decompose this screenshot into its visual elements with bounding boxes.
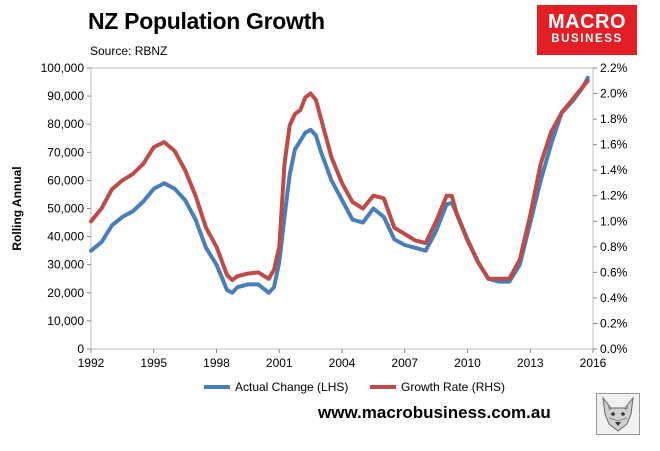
x-tick-label: 1995 [140, 356, 167, 370]
y-right-tick-label: 0.0% [600, 342, 628, 356]
y-left-tick-label: 70,000 [47, 145, 84, 159]
y-axis-title: Rolling Annual [10, 166, 24, 250]
x-tick-label: 2004 [329, 356, 356, 370]
y-left-tick-label: 90,000 [47, 89, 84, 103]
y-right-tick-label: 1.4% [600, 163, 628, 177]
chart-source: Source: RBNZ [90, 44, 168, 58]
series-line-growth-rate [89, 78, 590, 282]
y-right-tick-label: 0.4% [600, 291, 628, 305]
y-right-tick-label: 1.8% [600, 112, 628, 126]
y-right-tick-label: 1.6% [600, 138, 628, 152]
logo-line-1: MACRO [547, 11, 627, 33]
x-tick-label: 1998 [203, 356, 230, 370]
x-tick-label: 2007 [391, 356, 418, 370]
wolf-mascot-icon [596, 393, 640, 435]
y-left-tick-label: 10,000 [47, 314, 84, 328]
y-right-tick-label: 1.0% [600, 214, 628, 228]
y-left-tick-label: 100,000 [41, 61, 85, 75]
plot-area-frame [90, 67, 594, 350]
x-tick-label: 2010 [454, 356, 481, 370]
series-line-actual-change [89, 75, 590, 295]
legend-label-actual-change: Actual Change (LHS) [235, 380, 348, 394]
y-right-tick-label: 2.0% [600, 87, 628, 101]
y-left-tick-label: 80,000 [47, 117, 84, 131]
y-left-tick-label: 30,000 [47, 258, 84, 272]
y-right-tick-label: 0.2% [600, 316, 628, 330]
macrobusiness-logo: MACRO BUSINESS [537, 5, 637, 55]
x-tick-label: 1992 [78, 356, 105, 370]
y-left-tick-label: 40,000 [47, 230, 84, 244]
x-tick-label: 2016 [580, 356, 607, 370]
y-left-tick-label: 60,000 [47, 173, 84, 187]
legend-label-growth-rate: Growth Rate (RHS) [401, 380, 505, 394]
y-left-tick-label: 20,000 [47, 286, 84, 300]
x-tick-label: 2001 [266, 356, 293, 370]
y-right-tick-label: 1.2% [600, 189, 628, 203]
x-tick-label: 2013 [517, 356, 544, 370]
y-right-tick-label: 0.6% [600, 265, 628, 279]
chart-title: NZ Population Growth [88, 8, 325, 34]
y-right-tick-label: 2.2% [600, 61, 628, 75]
y-left-tick-label: 50,000 [47, 202, 84, 216]
website-url: www.macrobusiness.com.au [318, 403, 551, 422]
y-left-tick-label: 0 [77, 342, 84, 356]
logo-line-2: BUSINESS [551, 33, 623, 45]
y-right-tick-label: 0.8% [600, 240, 628, 254]
